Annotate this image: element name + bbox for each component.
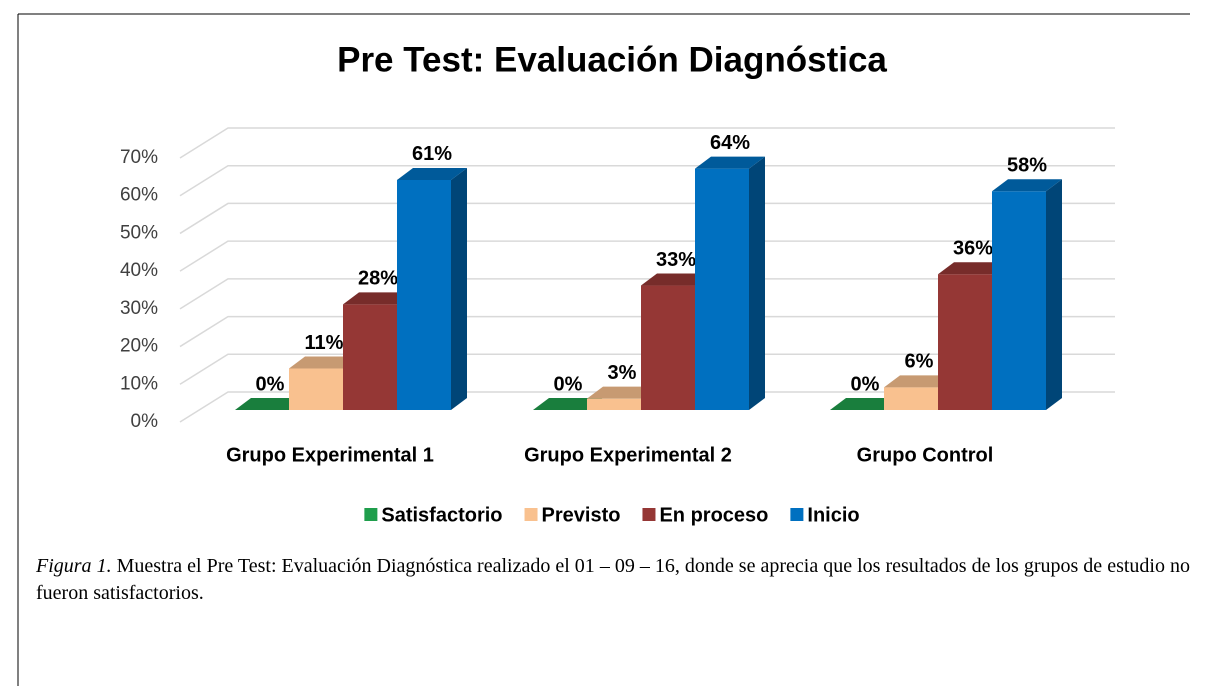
bar-top: [343, 292, 413, 305]
x-tick-label: Grupo Experimental 1: [226, 444, 434, 466]
data-label: 0%: [851, 373, 880, 395]
bar-top: [830, 398, 900, 410]
bar-front: [343, 304, 397, 410]
data-label: 64%: [710, 132, 750, 154]
caption: Figura 1. Muestra el Pre Test: Evaluació…: [36, 553, 1190, 607]
y-tick-label: 0%: [131, 411, 159, 432]
legend-key: [364, 508, 378, 521]
legend-label: Previsto: [542, 504, 621, 526]
grid-line: [179, 240, 1115, 272]
bar-side: [749, 156, 765, 410]
bar-front: [397, 179, 451, 410]
y-tick-label: 40%: [120, 260, 158, 281]
bar-top: [695, 156, 765, 169]
bar-front: [938, 274, 992, 410]
legend-label: En proceso: [659, 504, 768, 526]
data-label: 58%: [1007, 155, 1047, 177]
grid-line: [179, 202, 1115, 235]
bar-top: [397, 167, 467, 180]
bar-top: [938, 262, 1008, 275]
grid-line: [179, 353, 1115, 385]
bar-top: [235, 398, 305, 410]
legend-key: [524, 508, 538, 521]
bar-side: [1046, 179, 1062, 410]
y-tick-label: 50%: [120, 222, 158, 243]
x-tick-label: Grupo Experimental 2: [524, 444, 732, 466]
legend-key: [642, 508, 656, 521]
grid-line: [179, 127, 1115, 159]
y-tick-label: 60%: [120, 185, 158, 206]
data-label: 33%: [656, 249, 696, 271]
legend-key: [790, 508, 804, 521]
caption-text: Muestra el Pre Test: Evaluación Diagnóst…: [36, 555, 1190, 604]
data-label: 3%: [608, 362, 637, 384]
bar-top: [992, 179, 1062, 192]
data-label: 0%: [256, 373, 285, 395]
bar-front: [587, 398, 641, 410]
chart-title: Pre Test: Evaluación Diagnóstica: [337, 40, 887, 79]
caption-label: Figura 1.: [36, 555, 112, 577]
legend-label: Inicio: [807, 504, 859, 526]
grid-line: [179, 315, 1115, 348]
bar-front: [992, 191, 1046, 410]
bar-top: [533, 398, 603, 410]
grid-line: [179, 164, 1115, 197]
y-tick-label: 20%: [120, 336, 158, 357]
bar-front: [289, 368, 343, 410]
bar-side: [451, 167, 467, 410]
legend-label: Satisfactorio: [381, 504, 502, 526]
bar-top: [884, 375, 954, 388]
y-tick-label: 30%: [120, 298, 158, 319]
data-label: 61%: [412, 143, 452, 165]
data-label: 0%: [554, 373, 583, 395]
data-label: 11%: [305, 332, 344, 354]
bar-top: [289, 356, 359, 369]
bar-front: [884, 387, 938, 410]
data-label: 36%: [953, 238, 993, 260]
y-tick-label: 70%: [120, 147, 158, 168]
x-tick-label: Grupo Control: [857, 444, 994, 466]
grid-line: [179, 391, 1115, 423]
grid-line: [179, 278, 1115, 310]
bar-front: [695, 168, 749, 410]
bar-top: [641, 273, 711, 286]
y-tick-label: 10%: [120, 373, 158, 394]
bar-front: [641, 285, 695, 410]
data-label: 6%: [905, 351, 934, 373]
data-label: 28%: [358, 268, 398, 290]
bar-top: [587, 386, 657, 399]
